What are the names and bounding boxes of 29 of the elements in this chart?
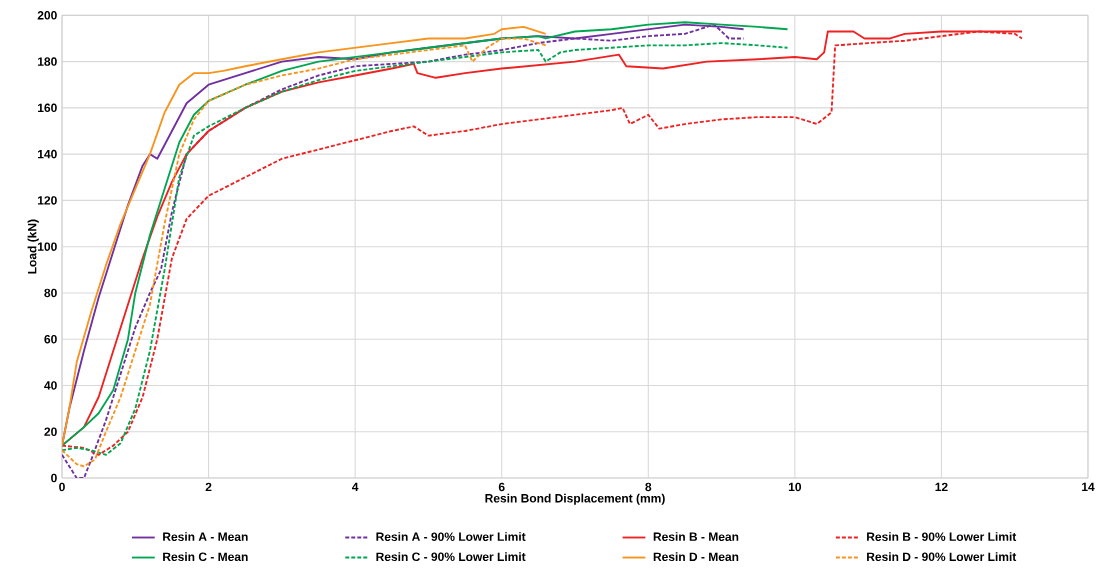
y-tick-label: 140 bbox=[38, 149, 57, 159]
y-axis-title: Load (kN) bbox=[27, 219, 39, 274]
legend-label: Resin B - 90% Lower Limit bbox=[867, 532, 1017, 541]
x-tick-label: 6 bbox=[498, 482, 505, 492]
y-tick-label: 20 bbox=[44, 427, 57, 436]
legend-label: Resin C - Mean bbox=[163, 552, 248, 562]
legend-label: Resin A - Mean bbox=[163, 532, 248, 541]
legend-label: Resin B - Mean bbox=[653, 532, 739, 541]
legend-label: Resin C - 90% Lower Limit bbox=[376, 552, 526, 562]
x-tick-label: 14 bbox=[1082, 482, 1095, 491]
legend-label: Resin A - 90% Lower Limit bbox=[376, 532, 526, 541]
x-tick-label: 10 bbox=[788, 482, 802, 492]
y-tick-label: 40 bbox=[44, 381, 57, 390]
x-tick-label: 12 bbox=[935, 482, 948, 492]
x-axis-title: Resin Bond Displacement (mm) bbox=[485, 493, 665, 505]
y-tick-label: 100 bbox=[38, 242, 57, 251]
x-tick-label: 0 bbox=[59, 482, 65, 492]
x-tick-label: 2 bbox=[205, 482, 212, 492]
y-tick-label: 0 bbox=[51, 473, 57, 483]
x-tick-label: 4 bbox=[352, 482, 359, 491]
y-tick-label: 60 bbox=[44, 334, 57, 344]
y-tick-label: 160 bbox=[38, 103, 57, 113]
y-tick-label: 200 bbox=[37, 11, 57, 20]
legend-label: Resin D - Mean bbox=[653, 552, 739, 562]
x-tick-label: 8 bbox=[645, 482, 652, 492]
legend-label: Resin D - 90% Lower Limit bbox=[867, 552, 1017, 562]
y-tick-label: 120 bbox=[38, 196, 57, 205]
y-tick-label: 80 bbox=[44, 288, 57, 298]
y-tick-label: 180 bbox=[38, 57, 57, 66]
